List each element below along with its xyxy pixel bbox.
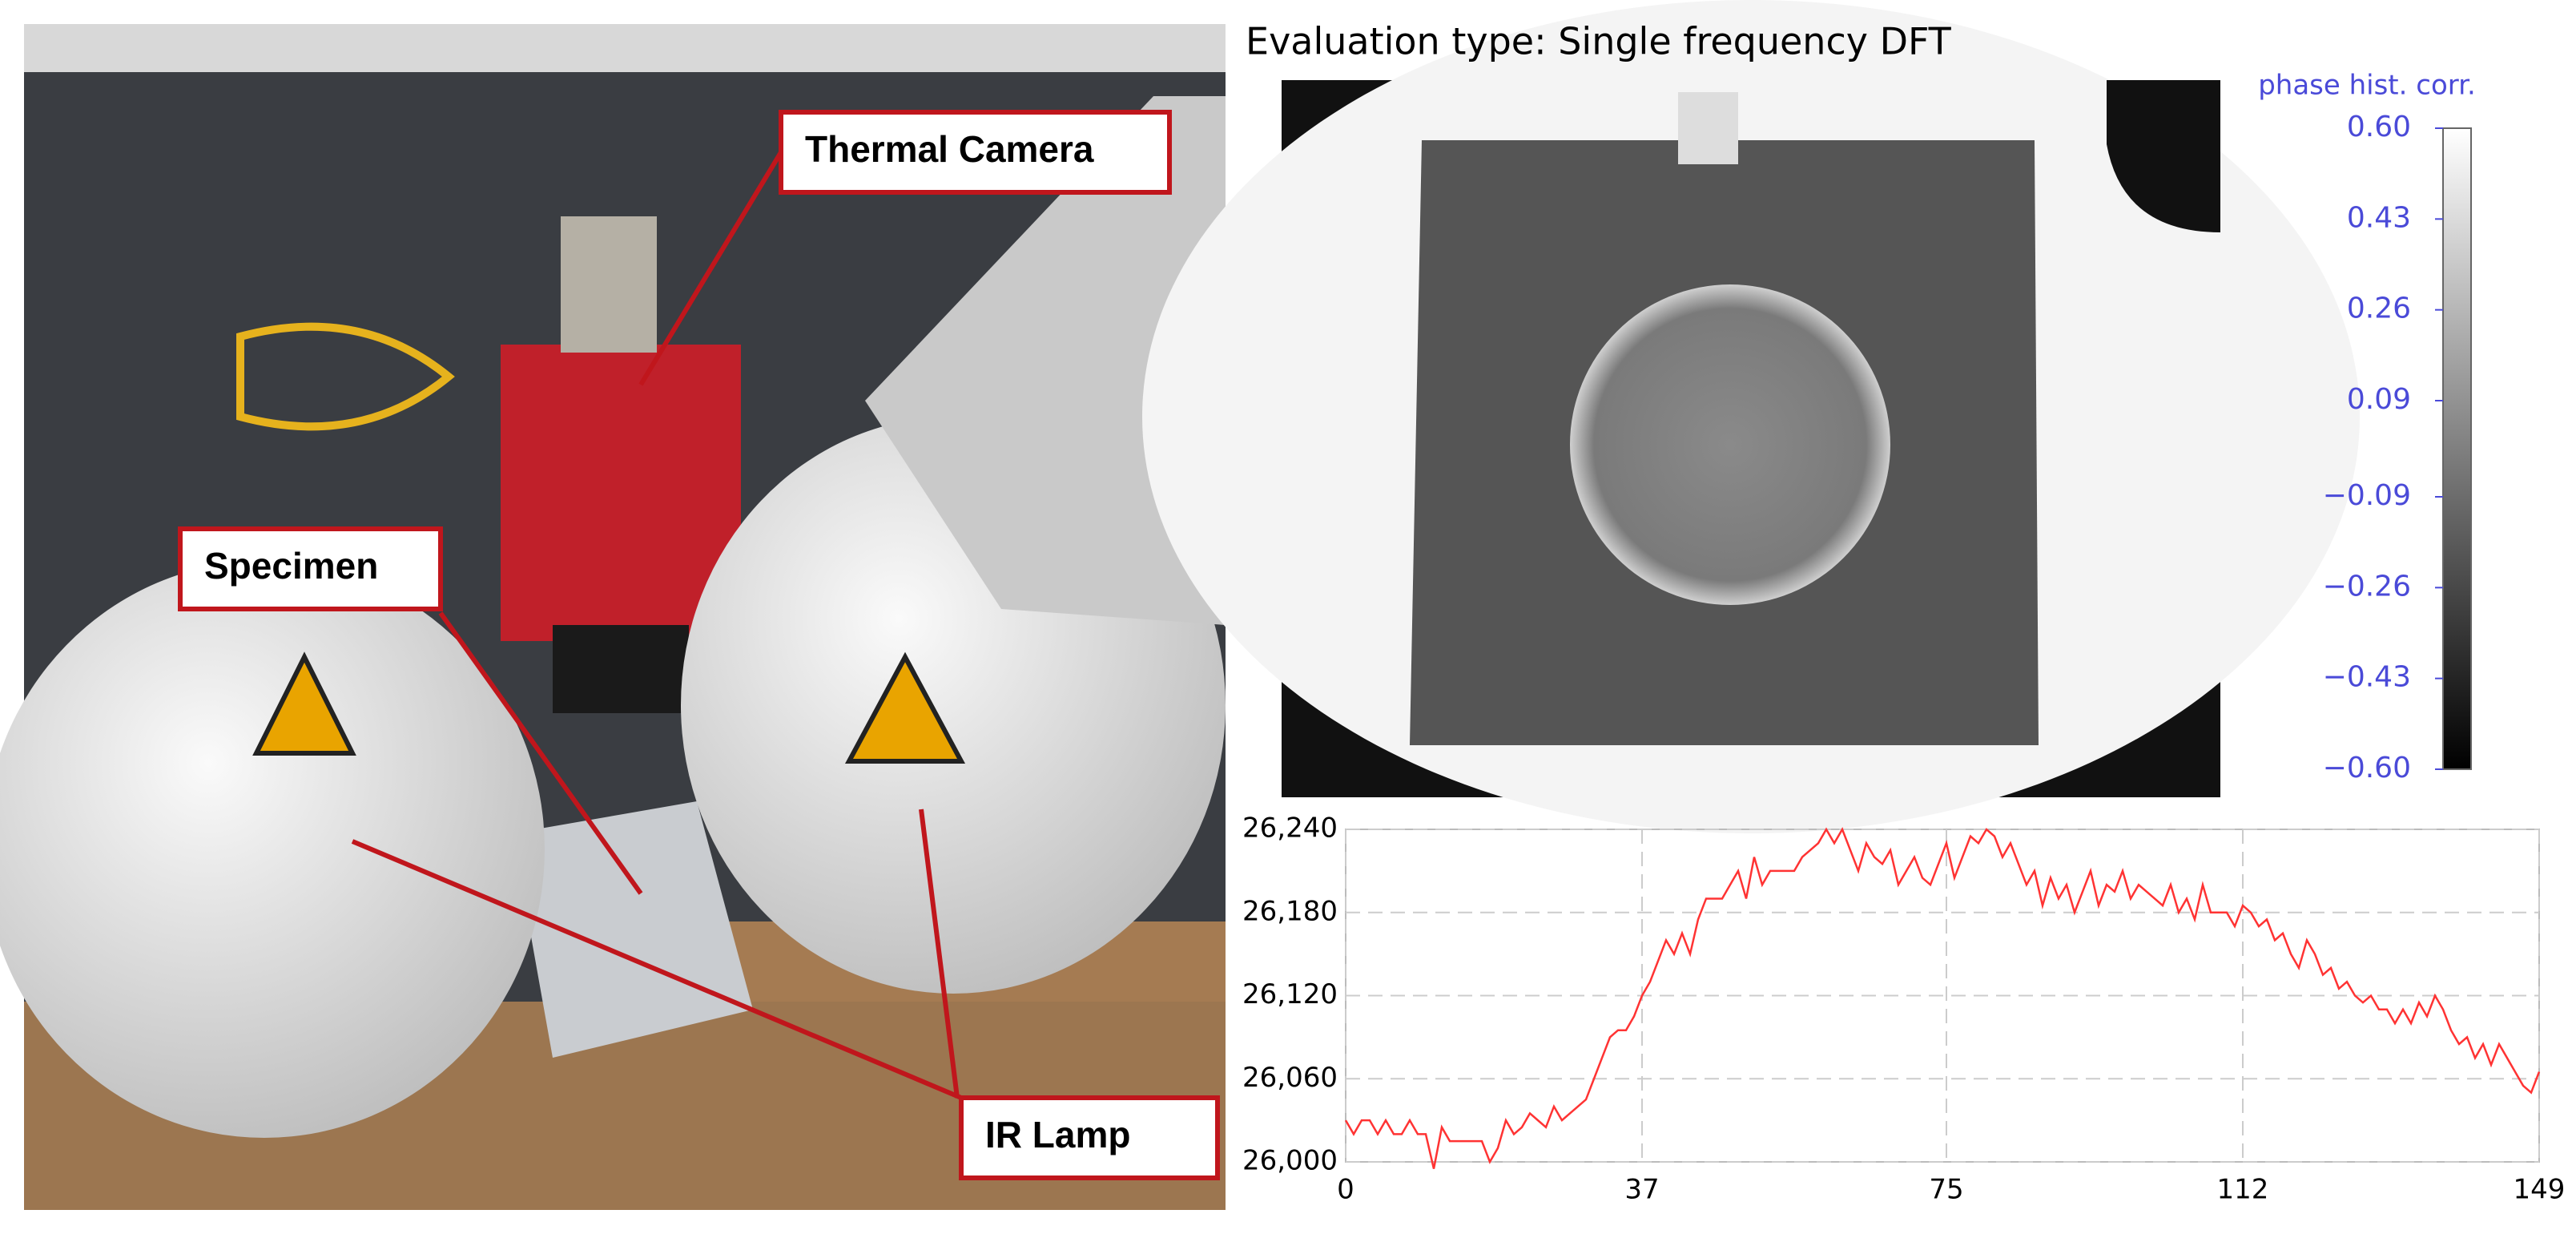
y-tick-label: 26,060 [1242, 1062, 1338, 1094]
photo-label: Thermal Camera [805, 128, 1094, 170]
x-tick-label: 0 [1337, 1174, 1354, 1206]
y-tick-label: 26,180 [1242, 895, 1338, 927]
photo: Thermal Camera Specimen IR Lamp [0, 24, 1226, 1210]
colorbar-tick-label: −0.09 [2323, 479, 2411, 512]
thermal-image [1142, 0, 2360, 833]
chart-title: Evaluation type: Single frequency DFT [1246, 20, 1952, 63]
x-tick-label: 112 [2217, 1174, 2269, 1206]
colorbar-label: phase hist. corr. [2258, 70, 2476, 102]
colorbar-tick-label: 0.09 [2347, 383, 2411, 416]
colorbar-tick-label: 0.60 [2347, 111, 2411, 143]
x-tick-label: 37 [1624, 1174, 1659, 1206]
colorbar-tick-label: 0.26 [2347, 292, 2411, 325]
photo-label: Specimen [204, 545, 378, 587]
colorbar-tick-label: 0.43 [2347, 201, 2411, 234]
colorbar-tick-label: −0.43 [2323, 661, 2411, 694]
colorbar-tick-label: −0.26 [2323, 570, 2411, 603]
x-tick-label: 75 [1929, 1174, 1963, 1206]
colorbar [2442, 127, 2472, 770]
colorbar-tick-label: −0.60 [2323, 752, 2411, 784]
y-tick-label: 26,120 [1242, 978, 1338, 1010]
data-line [1344, 827, 2541, 1169]
y-tick-label: 26,240 [1242, 813, 1338, 845]
x-tick-label: 149 [2514, 1174, 2566, 1206]
photo-label: IR Lamp [985, 1114, 1130, 1155]
y-tick-label: 26,000 [1242, 1145, 1338, 1177]
